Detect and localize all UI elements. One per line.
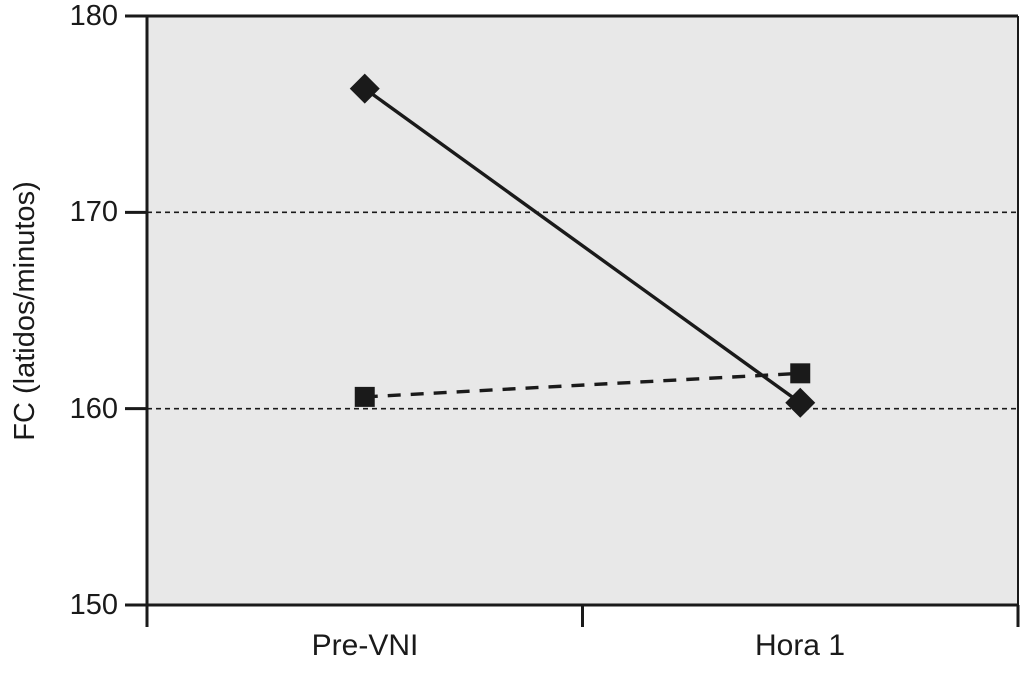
series-line-square-dashed	[364, 371, 801, 399]
x-category-label-pre-vni: Pre-VNI	[311, 629, 419, 662]
plot-background	[147, 16, 1018, 605]
marker-square-square-dashed-1	[790, 363, 811, 384]
series-line-diamond-solid	[363, 87, 802, 405]
marker-diamond-diamond-solid-0	[349, 73, 380, 104]
y-tick-label-180: 180	[69, 0, 118, 32]
x-category-label-hora-1: Hora 1	[754, 629, 846, 662]
marker-diamond-diamond-solid-1	[785, 387, 816, 418]
y-tick-label-150: 150	[69, 589, 118, 621]
y-tick-label-160: 160	[69, 393, 118, 425]
y-axis-title: FC (latidos/minutos)	[9, 181, 41, 441]
y-tick-label-170: 170	[69, 196, 118, 228]
marker-square-square-dashed-0	[354, 386, 375, 407]
